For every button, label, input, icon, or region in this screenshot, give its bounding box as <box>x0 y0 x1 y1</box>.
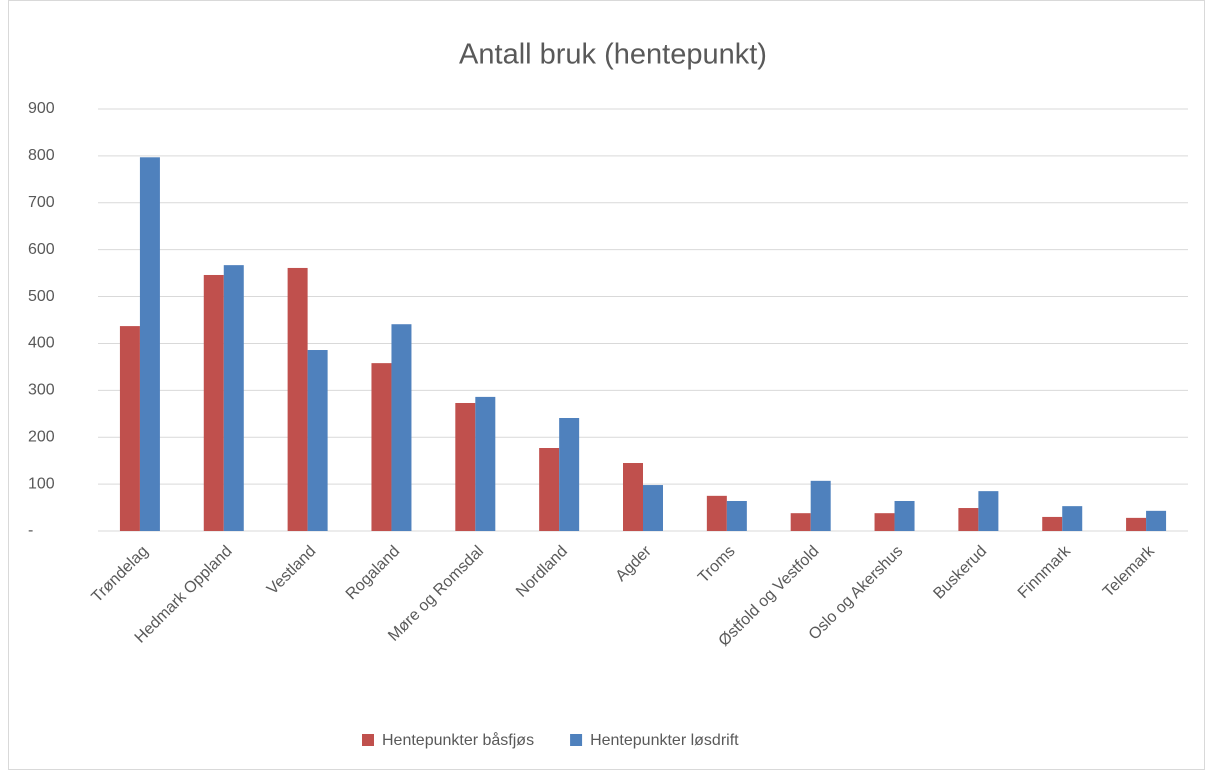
bar <box>810 480 831 531</box>
y-tick-label: 800 <box>28 147 55 164</box>
bar <box>455 402 476 531</box>
legend-swatch <box>570 734 583 746</box>
y-tick-label: 300 <box>28 382 55 399</box>
bar <box>1146 510 1167 531</box>
y-tick-label: 200 <box>28 428 55 445</box>
bar <box>958 508 979 531</box>
y-tick-label: 700 <box>28 194 55 211</box>
bar <box>874 513 895 531</box>
legend-label: Hentepunkter båsfjøs <box>382 731 534 749</box>
bar <box>475 396 496 531</box>
bar <box>119 326 140 531</box>
bar <box>706 495 727 531</box>
y-tick-label: 100 <box>28 475 55 492</box>
bar <box>203 274 224 531</box>
bar <box>643 485 663 531</box>
y-tick-label: 400 <box>28 335 55 352</box>
bar <box>539 448 560 531</box>
bar <box>223 265 244 531</box>
bar <box>1042 516 1063 531</box>
bar <box>894 500 915 531</box>
bar <box>139 157 160 531</box>
bar <box>1062 506 1083 531</box>
y-tick-label: 500 <box>28 288 55 305</box>
y-tick-label: - <box>28 522 33 539</box>
bar <box>726 500 747 531</box>
legend-label: Hentepunkter løsdrift <box>590 732 739 749</box>
bar <box>391 324 412 531</box>
y-tick-label: 900 <box>28 100 55 117</box>
bar <box>790 513 811 531</box>
bar <box>371 363 392 531</box>
bar <box>978 491 999 531</box>
bar <box>307 350 328 531</box>
legend-swatch <box>362 734 374 746</box>
chart-title: Antall bruk (hentepunkt) <box>459 39 767 71</box>
bar <box>287 267 308 531</box>
bar <box>623 463 643 531</box>
bar <box>559 417 580 531</box>
bar <box>1126 517 1147 531</box>
chart-border <box>8 0 1205 770</box>
y-tick-label: 600 <box>28 241 55 258</box>
